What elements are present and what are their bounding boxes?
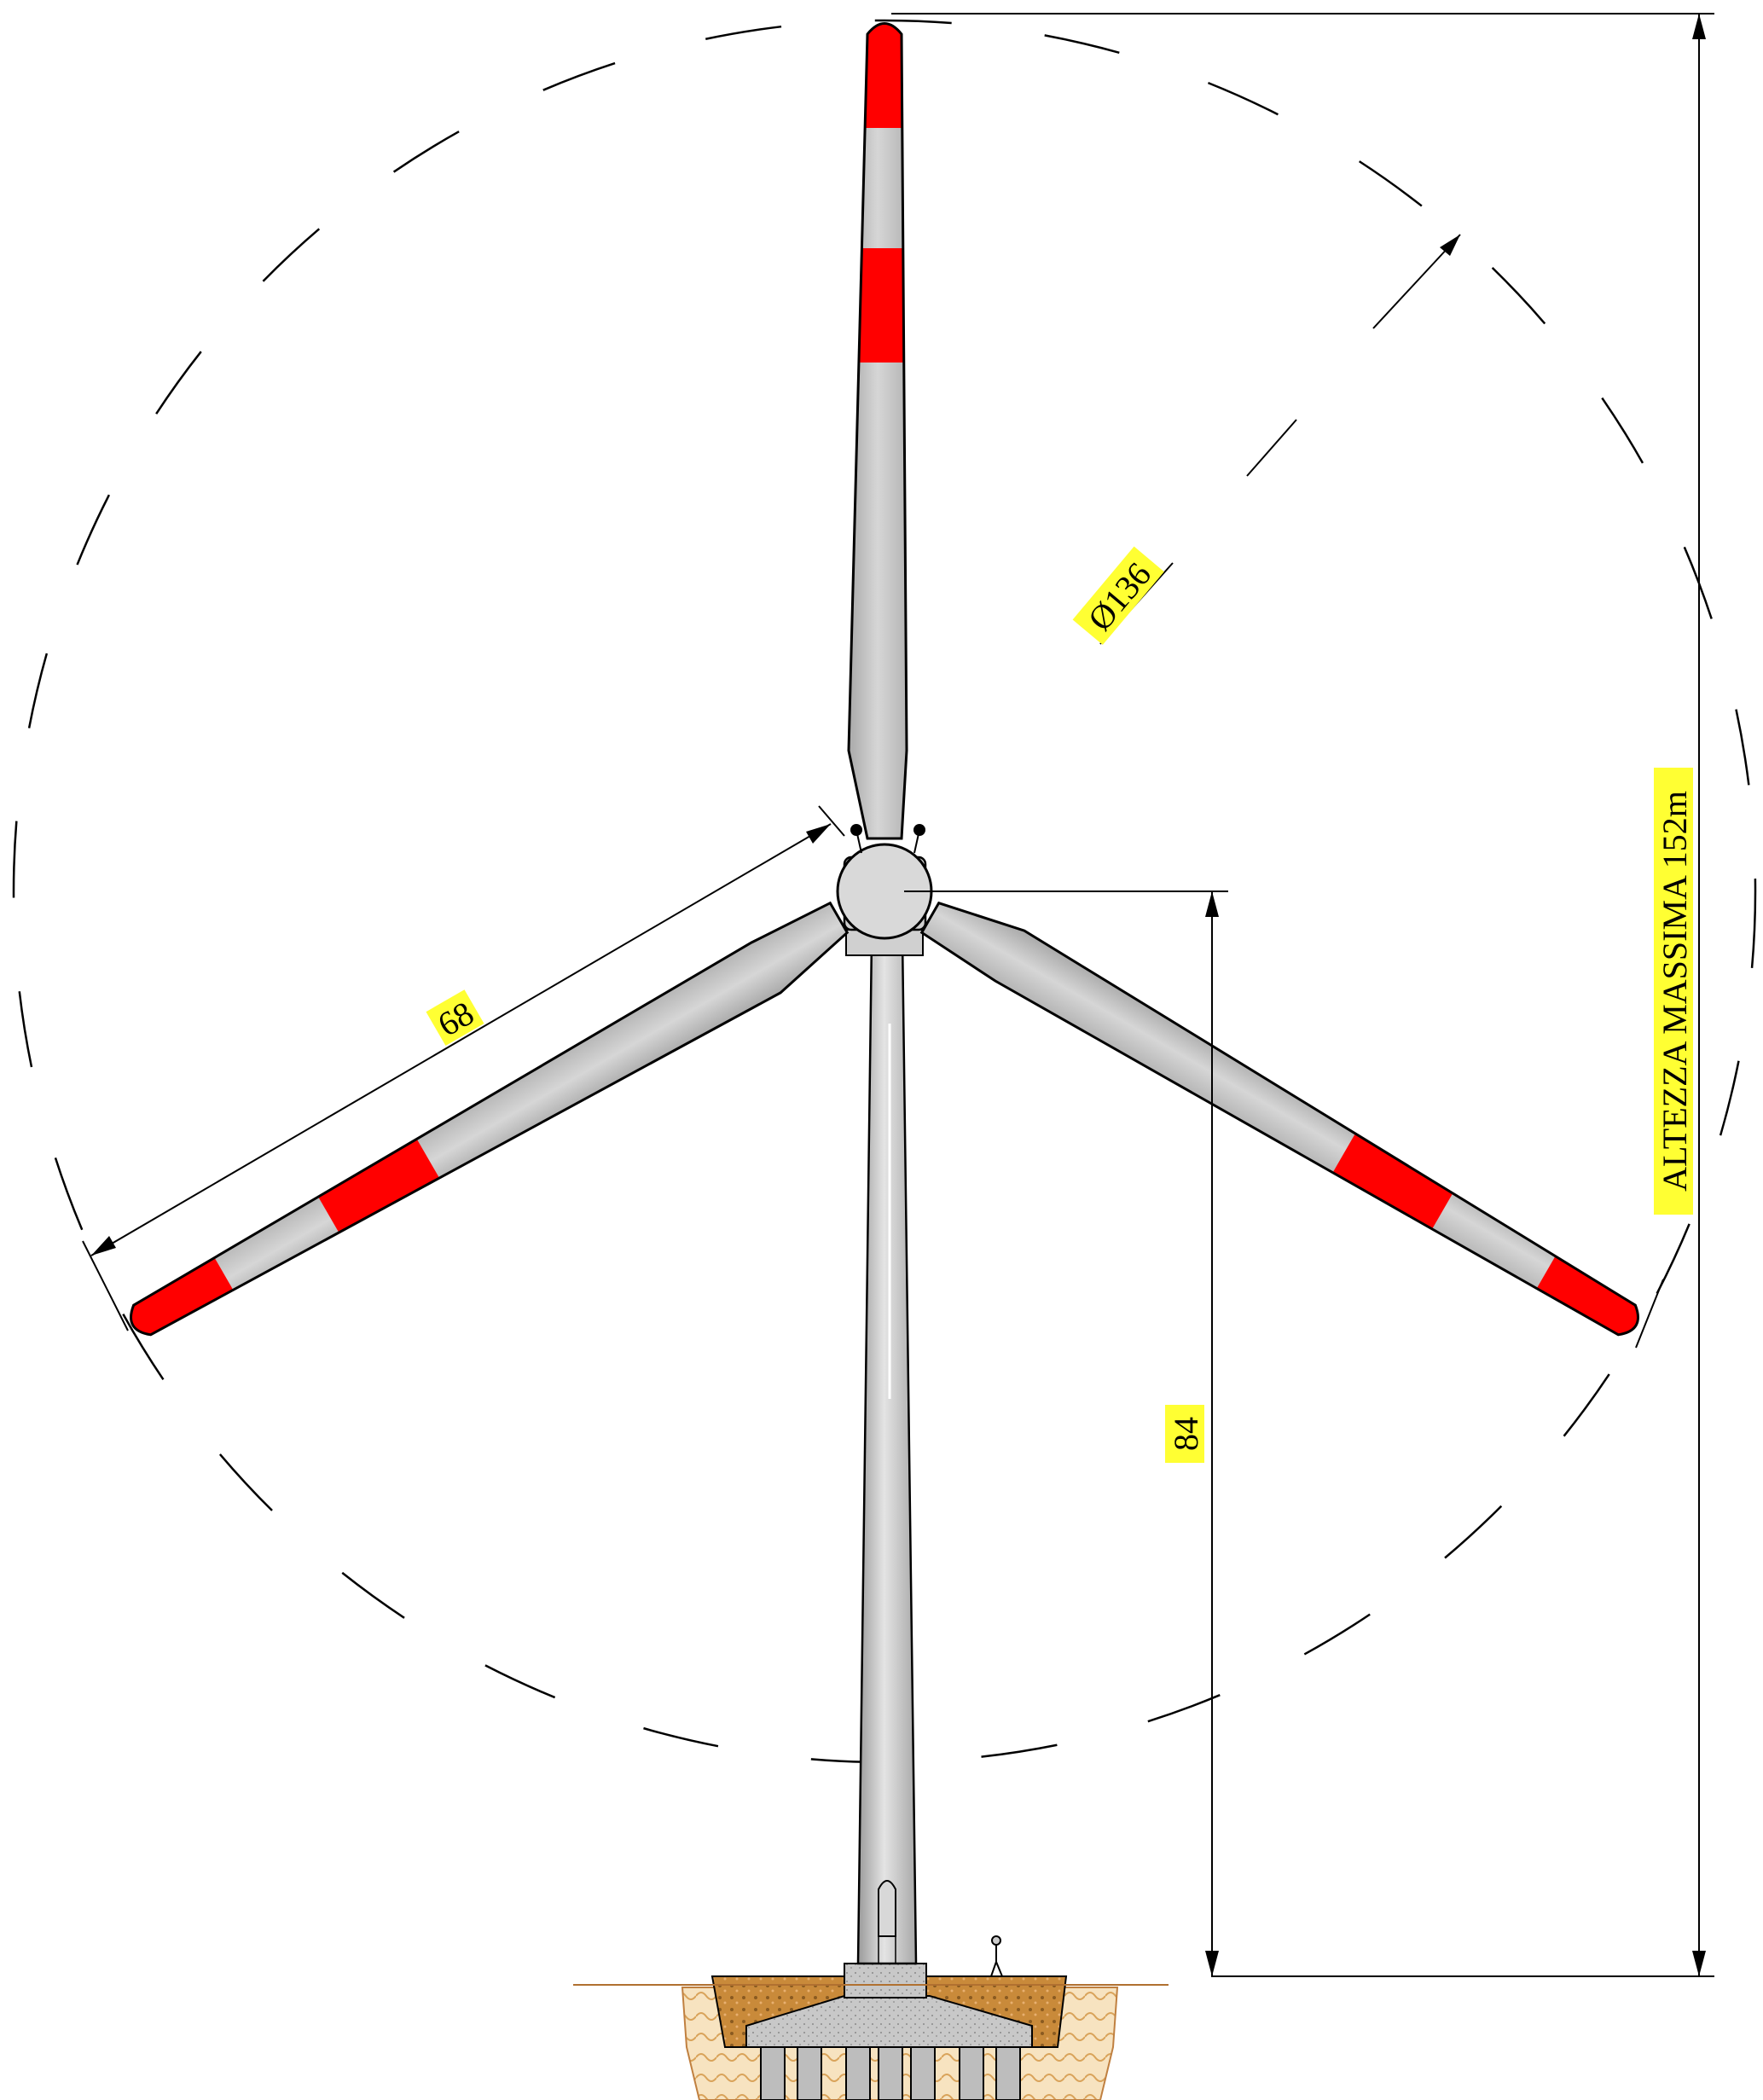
diameter-dimension: Ø136 — [1073, 235, 1460, 646]
person — [991, 1936, 1002, 1976]
max-height-dimension: ALTEZZA MASSIMA 152m — [891, 14, 1714, 1976]
red-band — [833, 248, 936, 363]
tower — [858, 938, 916, 1964]
blade-length-label: 68 — [432, 994, 480, 1044]
hub — [838, 824, 931, 938]
page: {"labels": {"rotor_diameter": "Ø136", "b… — [0, 0, 1763, 2100]
blade — [833, 4, 936, 838]
blade-body — [122, 898, 856, 1356]
turbine-drawing: ALTEZZA MASSIMA 152m 84 68 Ø136 — [0, 0, 1763, 2100]
blade — [905, 873, 1679, 1379]
foundation — [573, 1964, 1169, 2100]
max-height-label: ALTEZZA MASSIMA 152m — [1656, 791, 1694, 1192]
hub-height-label: 84 — [1167, 1417, 1205, 1451]
blade-body — [919, 887, 1654, 1345]
blade — [90, 873, 864, 1379]
